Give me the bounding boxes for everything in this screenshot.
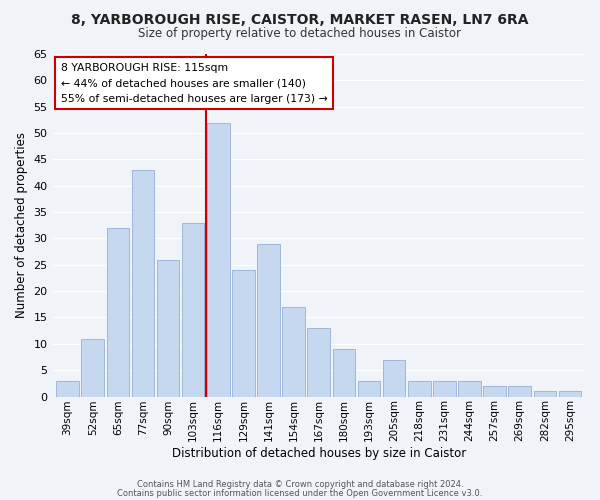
Text: 8, YARBOROUGH RISE, CAISTOR, MARKET RASEN, LN7 6RA: 8, YARBOROUGH RISE, CAISTOR, MARKET RASE… bbox=[71, 12, 529, 26]
Bar bbox=[533, 392, 556, 396]
Bar bbox=[182, 222, 205, 396]
Bar bbox=[107, 228, 129, 396]
Text: 8 YARBOROUGH RISE: 115sqm
← 44% of detached houses are smaller (140)
55% of semi: 8 YARBOROUGH RISE: 115sqm ← 44% of detac… bbox=[61, 62, 327, 104]
Bar bbox=[131, 170, 154, 396]
Bar bbox=[307, 328, 330, 396]
Bar bbox=[458, 380, 481, 396]
Bar bbox=[207, 122, 230, 396]
X-axis label: Distribution of detached houses by size in Caistor: Distribution of detached houses by size … bbox=[172, 447, 466, 460]
Bar bbox=[257, 244, 280, 396]
Bar bbox=[508, 386, 531, 396]
Bar bbox=[383, 360, 406, 397]
Bar bbox=[358, 380, 380, 396]
Text: Contains public sector information licensed under the Open Government Licence v3: Contains public sector information licen… bbox=[118, 489, 482, 498]
Bar bbox=[483, 386, 506, 396]
Bar bbox=[408, 380, 431, 396]
Text: Contains HM Land Registry data © Crown copyright and database right 2024.: Contains HM Land Registry data © Crown c… bbox=[137, 480, 463, 489]
Text: Size of property relative to detached houses in Caistor: Size of property relative to detached ho… bbox=[139, 28, 461, 40]
Y-axis label: Number of detached properties: Number of detached properties bbox=[15, 132, 28, 318]
Bar bbox=[283, 307, 305, 396]
Bar bbox=[332, 349, 355, 397]
Bar bbox=[433, 380, 455, 396]
Bar bbox=[157, 260, 179, 396]
Bar bbox=[232, 270, 255, 396]
Bar bbox=[82, 338, 104, 396]
Bar bbox=[56, 380, 79, 396]
Bar bbox=[559, 392, 581, 396]
